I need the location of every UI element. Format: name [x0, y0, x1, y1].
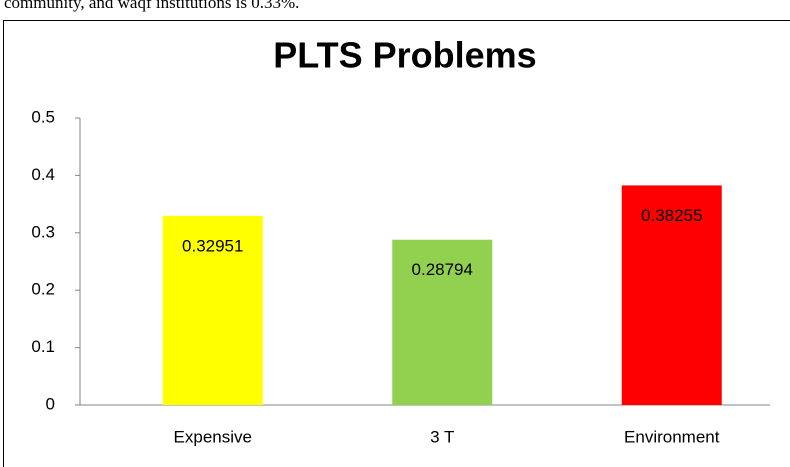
y-tick-label: 0.1 [31, 337, 55, 356]
y-tick-label: 0.3 [31, 222, 55, 241]
data-label: 0.38255 [641, 206, 702, 225]
bar [162, 215, 263, 405]
y-tick-label: 0 [46, 394, 55, 413]
y-tick-label: 0.2 [31, 280, 55, 299]
x-tick-label: Environment [624, 427, 720, 446]
y-tick-label: 0.5 [31, 107, 55, 126]
y-tick-label: 0.4 [31, 165, 55, 184]
page-text: community, and waqf institutions is 0.33… [4, 0, 299, 12]
x-tick-label: 3 T [430, 427, 454, 446]
bar [621, 185, 722, 405]
x-tick-label: Expensive [174, 427, 252, 446]
chart-border [3, 20, 790, 467]
bar [392, 239, 493, 405]
data-label: 0.28794 [412, 260, 473, 279]
data-label: 0.32951 [182, 236, 243, 255]
chart-title: PLTS Problems [273, 35, 536, 76]
